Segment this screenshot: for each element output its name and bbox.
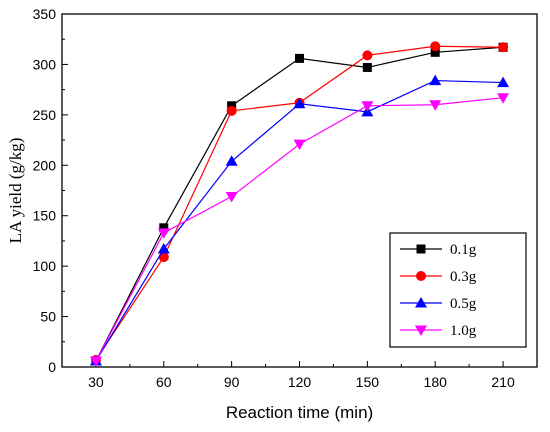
y-tick-label: 350 <box>33 6 57 22</box>
x-tick-label: 180 <box>424 374 448 390</box>
legend-label: 0.3g <box>450 269 477 285</box>
y-tick-label: 200 <box>33 157 57 173</box>
data-point <box>361 101 374 112</box>
data-point <box>89 356 102 367</box>
x-tick-label: 120 <box>288 374 312 390</box>
legend-marker <box>416 244 426 254</box>
data-point <box>225 192 238 203</box>
y-tick-label: 0 <box>48 359 56 375</box>
data-point <box>430 47 440 57</box>
data-point <box>429 74 442 86</box>
data-point <box>497 93 510 104</box>
data-point <box>157 242 170 254</box>
x-tick-label: 210 <box>491 374 515 390</box>
data-point <box>293 97 306 109</box>
data-point <box>430 41 441 52</box>
legend: 0.1g 0.3g 0.5g 1.0g <box>389 232 527 348</box>
x-tick-label: 90 <box>224 374 240 390</box>
x-tick-label: 30 <box>88 374 104 390</box>
series-0.5g <box>89 74 510 366</box>
y-tick-label: 300 <box>33 56 57 72</box>
legend-item-0.3g: 0.3g <box>400 269 477 285</box>
data-point <box>362 50 373 61</box>
legend-item-1.0g: 1.0g <box>400 323 477 339</box>
legend-item-0.5g: 0.5g <box>400 296 477 312</box>
axis-ticks: 0 50 100 150 200 250 300 350 30 60 90 120 150 180 210 <box>33 6 538 390</box>
data-point <box>158 252 169 263</box>
legend-marker <box>415 325 427 336</box>
data-point <box>159 223 169 233</box>
data-point <box>227 101 237 111</box>
y-tick-label: 250 <box>33 107 57 123</box>
legend-item-0.1g: 0.1g <box>400 242 477 258</box>
y-tick-label: 50 <box>40 309 56 325</box>
y-axis-title: LA yield (g/kg) <box>6 138 25 244</box>
legend-label: 1.0g <box>450 323 477 339</box>
y-tick-label: 150 <box>33 208 57 224</box>
data-point <box>429 100 442 111</box>
data-point <box>157 228 170 239</box>
legend-label: 0.5g <box>450 296 477 312</box>
series-1.0g <box>89 93 510 367</box>
legend-label: 0.1g <box>450 242 477 258</box>
data-point <box>497 76 510 88</box>
legend-marker <box>415 297 427 308</box>
x-axis-title: Reaction time (min) <box>226 403 373 422</box>
series-group <box>89 41 510 367</box>
y-tick-label: 100 <box>33 258 57 274</box>
data-point <box>362 62 372 72</box>
x-tick-label: 150 <box>356 374 380 390</box>
legend-box <box>389 232 527 348</box>
legend-marker <box>416 271 426 281</box>
x-tick-label: 60 <box>156 374 172 390</box>
data-point <box>226 105 237 116</box>
data-point <box>498 42 509 53</box>
data-point <box>225 155 238 166</box>
plot-frame <box>61 13 538 368</box>
data-point <box>293 139 306 151</box>
data-point <box>295 53 304 63</box>
